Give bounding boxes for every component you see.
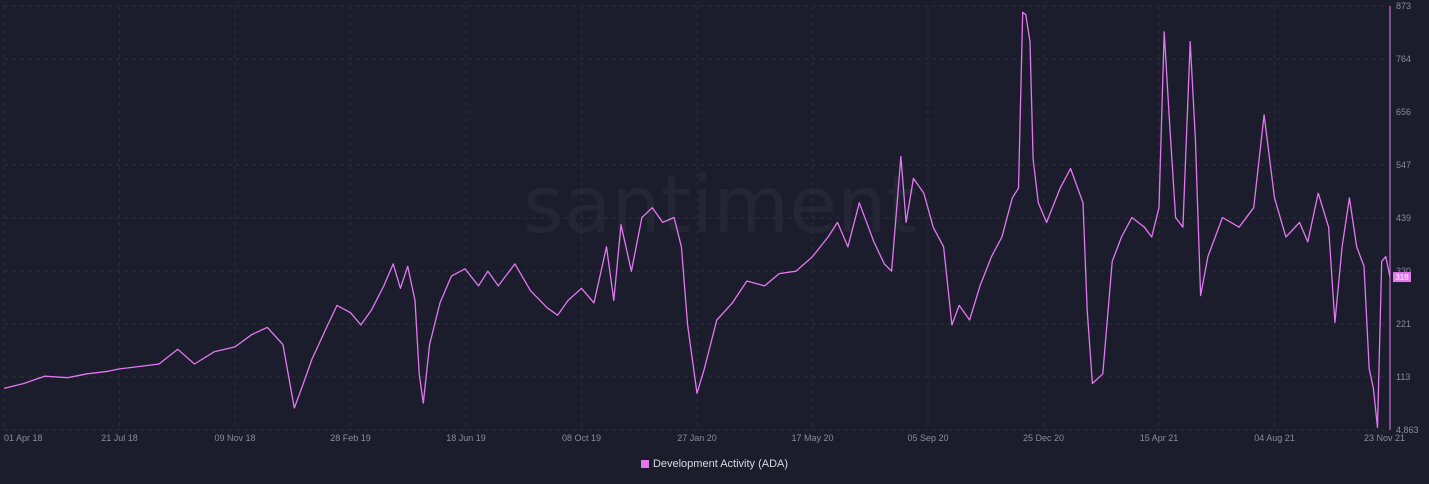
x-tick-label: 15 Apr 21 bbox=[1140, 433, 1179, 443]
x-tick-label: 09 Nov 18 bbox=[214, 433, 255, 443]
legend-label: Development Activity (ADA) bbox=[652, 458, 789, 470]
x-tick-label: 01 Apr 18 bbox=[4, 433, 43, 443]
y-tick-label: 113 bbox=[1396, 372, 1410, 382]
x-tick-label: 17 May 20 bbox=[791, 433, 833, 443]
series-layer bbox=[3, 11, 1391, 429]
legend-swatch bbox=[640, 460, 649, 468]
x-tick-label: 08 Oct 19 bbox=[562, 433, 601, 443]
y-tick-label: 547 bbox=[1396, 160, 1411, 170]
y-tick-label: 873 bbox=[1396, 1, 1411, 11]
series-line bbox=[3, 11, 1391, 429]
y-tick-label: 656 bbox=[1396, 107, 1411, 117]
y-tick-label: 330 bbox=[1396, 266, 1411, 276]
watermark: santiment bbox=[523, 161, 917, 251]
x-tick-label: 04 Aug 21 bbox=[1254, 433, 1295, 443]
grid-layer bbox=[3, 5, 1391, 431]
last-value-badge bbox=[1393, 272, 1411, 283]
last-value-label: 318 bbox=[1395, 273, 1409, 282]
x-tick-label: 23 Nov 21 bbox=[1364, 433, 1405, 443]
x-tick-label: 05 Sep 20 bbox=[907, 433, 948, 443]
x-tick-label: 25 Dec 20 bbox=[1023, 433, 1064, 443]
y-tick-label: 764 bbox=[1396, 54, 1411, 64]
axis-layer: 873 764 656 547 439 330 221 113 4.863 01 Apr 18 21… bbox=[4, 1, 1419, 443]
x-tick-label: 21 Jul 18 bbox=[101, 433, 138, 443]
x-tick-label: 18 Jun 19 bbox=[446, 433, 486, 443]
y-tick-label: 439 bbox=[1396, 213, 1411, 223]
y-tick-label: 4.863 bbox=[1396, 425, 1419, 435]
legend[interactable]: Development Activity (ADA) bbox=[0, 458, 1429, 470]
x-tick-label: 27 Jan 20 bbox=[677, 433, 717, 443]
y-tick-label: 221 bbox=[1396, 319, 1411, 329]
x-tick-label: 28 Feb 19 bbox=[330, 433, 371, 443]
